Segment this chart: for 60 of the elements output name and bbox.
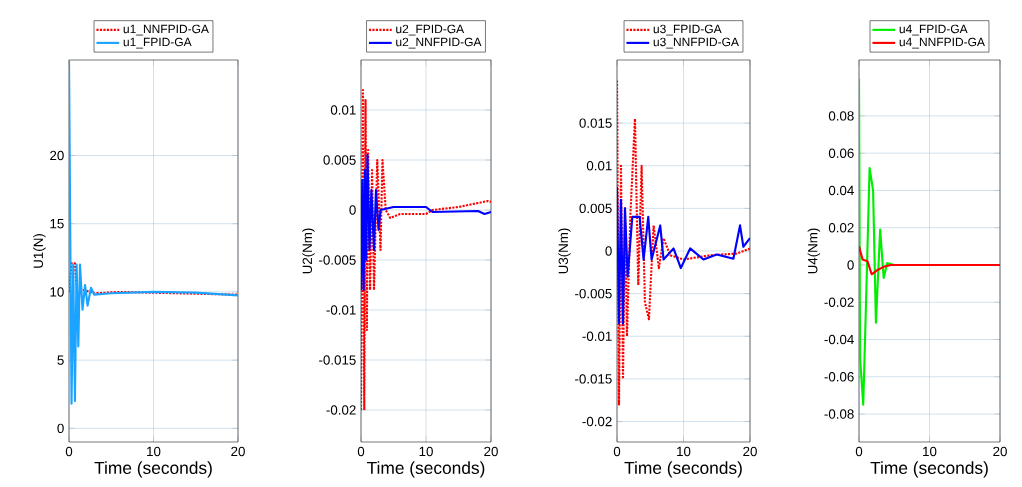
- y-tick-label: 10: [50, 287, 64, 297]
- y-tick-label: 0: [605, 246, 612, 256]
- x-axis-title: Time (seconds): [870, 461, 988, 478]
- legend-label: u2_NNFPID-GA: [396, 37, 482, 49]
- y-tick-label: 0: [847, 260, 854, 270]
- x-axis-title: Time (seconds): [367, 461, 485, 478]
- y-axis-title: U4(Nm): [807, 228, 821, 274]
- y-tick-label: 0.005: [579, 203, 612, 214]
- legend-label: u2_FPID-GA: [396, 24, 465, 36]
- x-tick-label: 10: [677, 446, 691, 457]
- y-axis-title: U3(Nm): [558, 228, 571, 274]
- y-tick-label: -0.02: [582, 416, 612, 427]
- line-series: [361, 153, 491, 292]
- legend-label: u4_FPID-GA: [899, 24, 968, 36]
- y-tick-label: 15: [50, 219, 64, 229]
- y-tick-label: 0: [349, 205, 356, 215]
- x-tick-label: 20: [231, 446, 245, 457]
- legend-label: u4_NNFPID-GA: [899, 37, 985, 49]
- legend-label: u1_NNFPID-GA: [123, 24, 209, 36]
- legend-label: u1_FPID-GA: [123, 37, 192, 49]
- y-tick-label: 0.01: [330, 105, 356, 115]
- x-axis-title: Time (seconds): [94, 461, 212, 478]
- x-tick-label: 10: [419, 446, 433, 457]
- y-tick-label: 0.04: [828, 185, 854, 196]
- legend-label: u3_NNFPID-GA: [653, 37, 739, 49]
- x-tick-label: 20: [484, 446, 498, 457]
- y-tick-label: -0.015: [319, 355, 356, 365]
- y-tick-label: 0.005: [323, 155, 356, 165]
- x-tick-label: 0: [357, 446, 365, 457]
- y-tick-label: -0.02: [326, 405, 356, 415]
- x-tick-label: 0: [613, 446, 621, 457]
- line-series: [361, 88, 491, 412]
- x-tick-label: 0: [65, 446, 73, 457]
- y-tick-label: 0.015: [579, 118, 612, 128]
- line-series: [859, 245, 1000, 276]
- y-tick-label: 20: [50, 150, 64, 161]
- y-tick-label: -0.04: [824, 334, 854, 345]
- y-tick-label: 0.01: [586, 161, 612, 171]
- x-tick-label: 20: [993, 446, 1007, 457]
- y-tick-label: 0.06: [828, 148, 854, 158]
- x-tick-label: 10: [923, 446, 937, 457]
- y-tick-label: -0.01: [582, 331, 612, 341]
- x-tick-label: 20: [743, 446, 757, 457]
- y-axis-title: U1(N): [33, 234, 46, 268]
- y-tick-label: -0.06: [824, 372, 854, 382]
- y-tick-label: -0.005: [319, 255, 356, 265]
- y-tick-label: -0.005: [575, 288, 612, 299]
- y-tick-label: -0.08: [824, 409, 854, 419]
- y-tick-label: -0.01: [326, 305, 356, 315]
- x-tick-label: 0: [855, 446, 863, 457]
- x-axis-title: Time (seconds): [624, 461, 742, 478]
- x-tick-label: 10: [147, 446, 161, 457]
- legend-label: u3_FPID-GA: [653, 24, 722, 36]
- y-tick-label: 5: [57, 355, 64, 365]
- y-tick-label: 0: [57, 423, 64, 434]
- y-tick-label: -0.015: [575, 374, 612, 384]
- y-tick-label: 0.02: [828, 222, 854, 233]
- y-tick-label: -0.02: [824, 297, 854, 307]
- y-tick-label: 0.08: [828, 111, 854, 121]
- y-axis-title: U2(Nm): [302, 228, 315, 274]
